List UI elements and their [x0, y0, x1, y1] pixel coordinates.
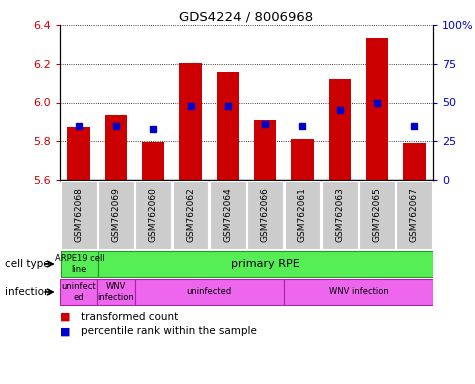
Bar	[67, 127, 90, 180]
Bar	[210, 181, 246, 249]
Bar	[97, 280, 134, 305]
Text: GSM762063: GSM762063	[335, 187, 344, 242]
Bar	[60, 280, 97, 305]
Bar	[366, 38, 388, 180]
Text: ARPE19 cell
line: ARPE19 cell line	[55, 254, 104, 274]
Text: GSM762066: GSM762066	[261, 187, 270, 242]
Text: ■: ■	[60, 311, 70, 321]
Bar	[403, 143, 426, 180]
Bar	[180, 63, 202, 180]
Bar	[254, 120, 276, 180]
Bar	[134, 280, 284, 305]
Bar	[135, 181, 171, 249]
Bar	[98, 181, 134, 249]
Text: GSM762069: GSM762069	[112, 187, 121, 242]
Bar	[61, 181, 96, 249]
Bar	[217, 71, 239, 180]
Bar	[284, 280, 433, 305]
Text: uninfected: uninfected	[187, 288, 232, 296]
Text: infection: infection	[5, 287, 50, 297]
Bar	[105, 115, 127, 180]
Text: WNV infection: WNV infection	[329, 288, 388, 296]
Text: WNV
infection: WNV infection	[97, 282, 134, 302]
Text: GSM762061: GSM762061	[298, 187, 307, 242]
Bar	[98, 252, 433, 276]
Bar	[397, 181, 432, 249]
Text: percentile rank within the sample: percentile rank within the sample	[81, 326, 257, 336]
Bar	[61, 252, 98, 276]
Text: GSM762065: GSM762065	[372, 187, 381, 242]
Text: GSM762062: GSM762062	[186, 188, 195, 242]
Text: uninfect
ed: uninfect ed	[61, 282, 96, 302]
Bar	[291, 139, 314, 180]
Text: primary RPE: primary RPE	[231, 259, 300, 269]
Text: ■: ■	[60, 326, 70, 336]
Text: GSM762060: GSM762060	[149, 187, 158, 242]
Text: transformed count: transformed count	[81, 311, 179, 321]
Bar	[359, 181, 395, 249]
Text: GSM762064: GSM762064	[223, 188, 232, 242]
Bar	[329, 79, 351, 180]
Bar	[142, 142, 164, 180]
Text: GSM762067: GSM762067	[410, 187, 419, 242]
Bar	[172, 181, 209, 249]
Bar	[322, 181, 358, 249]
Bar	[247, 181, 283, 249]
Title: GDS4224 / 8006968: GDS4224 / 8006968	[180, 11, 314, 24]
Text: cell type: cell type	[5, 259, 49, 269]
Bar	[285, 181, 320, 249]
Text: GSM762068: GSM762068	[74, 187, 83, 242]
